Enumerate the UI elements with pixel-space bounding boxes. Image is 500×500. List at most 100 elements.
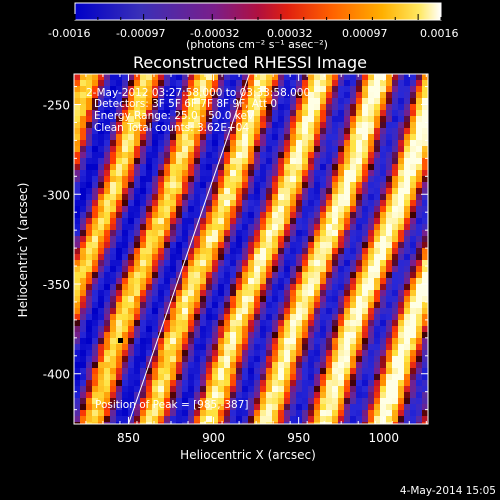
heatmap-cell [182, 134, 189, 141]
heatmap-cell [206, 134, 213, 141]
heatmap-cell [140, 398, 147, 405]
heatmap-cell [362, 410, 369, 417]
heatmap-cell [164, 116, 171, 123]
heatmap-cell [380, 344, 387, 351]
heatmap-cell [200, 176, 207, 183]
heatmap-cell [302, 368, 309, 375]
heatmap-cell [410, 404, 417, 411]
heatmap-cell [158, 398, 165, 405]
heatmap-cell [224, 290, 231, 297]
heatmap-cell [302, 74, 309, 81]
heatmap-cell [164, 296, 171, 303]
heatmap-cell [188, 248, 195, 255]
heatmap-cell [254, 122, 261, 129]
heatmap-cell [392, 176, 399, 183]
heatmap-cell [188, 206, 195, 213]
heatmap-cell [200, 422, 207, 424]
heatmap-cell [362, 338, 369, 345]
heatmap-cell [248, 422, 255, 424]
heatmap-cell [386, 164, 393, 171]
heatmap-cell [200, 194, 207, 201]
heatmap-cell [320, 302, 327, 309]
heatmap-cell [128, 368, 135, 375]
heatmap-cell [80, 176, 87, 183]
heatmap-cell [224, 248, 231, 255]
heatmap-cell [350, 218, 357, 225]
heatmap-cell [254, 176, 261, 183]
heatmap-cell [410, 362, 417, 369]
heatmap-cell [308, 374, 315, 381]
heatmap-cell [230, 326, 237, 333]
heatmap-cell [242, 230, 249, 237]
heatmap-cell [104, 110, 111, 117]
heatmap-cell [164, 278, 171, 285]
heatmap-cell [344, 152, 351, 159]
heatmap-cell [296, 194, 303, 201]
heatmap-cell [80, 122, 87, 129]
heatmap-cell [326, 218, 333, 225]
heatmap-cell [278, 248, 285, 255]
heatmap-cell [110, 362, 117, 369]
heatmap-cell [152, 128, 159, 135]
heatmap-cell [380, 320, 387, 327]
heatmap-cell [140, 164, 147, 171]
heatmap-cell [422, 374, 428, 381]
heatmap-cell [194, 338, 201, 345]
heatmap-cell [398, 320, 405, 327]
heatmap-cell [410, 272, 417, 279]
heatmap-cell [320, 248, 327, 255]
heatmap-cell [356, 332, 363, 339]
heatmap-cell [86, 266, 93, 273]
heatmap-cell [242, 212, 249, 219]
heatmap-cell [254, 104, 261, 111]
heatmap-cell [242, 194, 249, 201]
heatmap-cell [248, 362, 255, 369]
heatmap-cell [230, 158, 237, 165]
heatmap-cell [290, 146, 297, 153]
heatmap-cell [374, 164, 381, 171]
heatmap-cell [350, 272, 357, 279]
heatmap-cell [122, 284, 129, 291]
heatmap-cell [392, 146, 399, 153]
heatmap-cell [182, 146, 189, 153]
heatmap-cell [236, 278, 243, 285]
heatmap-cell [194, 92, 201, 99]
heatmap-cell [422, 392, 428, 399]
heatmap-cell [194, 254, 201, 261]
heatmap-cell [302, 248, 309, 255]
heatmap-cell [374, 296, 381, 303]
heatmap-cell [422, 134, 428, 141]
heatmap-cell [344, 296, 351, 303]
heatmap-cell [104, 374, 111, 381]
heatmap-cell [92, 80, 99, 87]
heatmap-cell [188, 80, 195, 87]
heatmap-cell [350, 194, 357, 201]
heatmap-cell [92, 140, 99, 147]
heatmap-cell [146, 122, 153, 129]
heatmap-cell [236, 242, 243, 249]
heatmap-cell [296, 80, 303, 87]
heatmap-cell [128, 236, 135, 243]
heatmap-cell [146, 260, 153, 267]
heatmap-cell [380, 170, 387, 177]
heatmap-cell [194, 206, 201, 213]
heatmap-cell [368, 296, 375, 303]
heatmap-cell [356, 236, 363, 243]
heatmap-cell [200, 254, 207, 261]
heatmap-cell [356, 410, 363, 417]
heatmap-cell [362, 104, 369, 111]
heatmap-cell [200, 350, 207, 357]
heatmap-cell [404, 92, 411, 99]
heatmap-cell [302, 200, 309, 207]
heatmap-cell [104, 176, 111, 183]
heatmap-cell [404, 116, 411, 123]
heatmap-cell [272, 158, 279, 165]
heatmap-cell [170, 302, 177, 309]
heatmap-cell [212, 302, 219, 309]
heatmap-cell [302, 218, 309, 225]
heatmap-cell [332, 128, 339, 135]
heatmap-cell [272, 404, 279, 411]
heatmap-cell [254, 200, 261, 207]
heatmap-cell [344, 314, 351, 321]
heatmap-cell [92, 362, 99, 369]
